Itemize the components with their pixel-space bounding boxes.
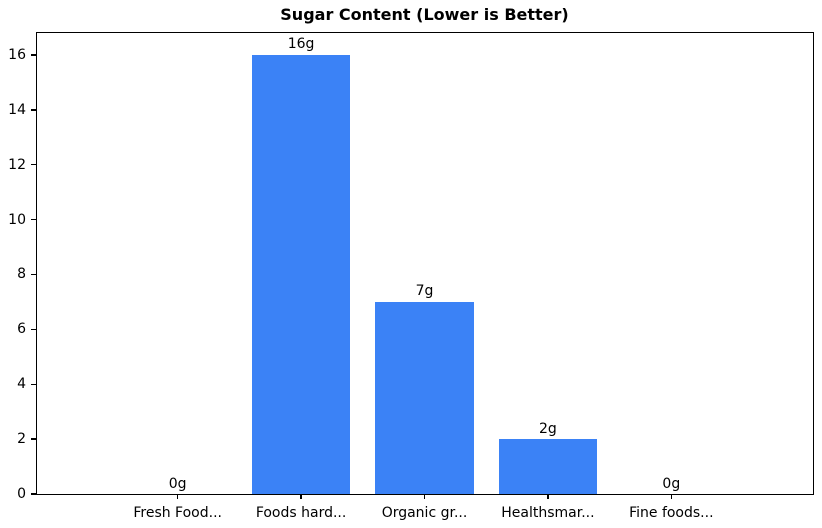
x-tick-mark <box>423 494 426 499</box>
x-tick-mark <box>300 494 302 499</box>
y-tick-mark <box>30 328 37 331</box>
bar <box>251 54 351 494</box>
y-tick-label: 12 <box>8 156 26 173</box>
chart-title: Sugar Content (Lower is Better) <box>280 5 569 24</box>
y-tick-label: 14 <box>8 101 26 118</box>
bar <box>498 439 598 494</box>
y-tick-mark <box>30 438 37 440</box>
y-tick-label: 10 <box>8 211 26 228</box>
x-tick-label: Healthsmar... <box>501 505 595 521</box>
x-tick-label: Fine foods... <box>629 505 714 521</box>
bar-value-label: 2g <box>539 420 557 437</box>
x-tick-label: Fresh Food... <box>133 505 222 521</box>
bar-value-label: 0g <box>168 475 187 492</box>
y-tick-mark <box>30 273 37 276</box>
x-tick-label: Foods hard... <box>255 505 347 521</box>
y-tick-mark <box>30 383 37 385</box>
y-tick-mark <box>30 493 37 495</box>
y-tick-mark <box>30 164 37 166</box>
x-tick-label: Organic gr... <box>381 505 468 521</box>
y-tick-label: 0 <box>17 486 26 502</box>
y-tick-label: 4 <box>17 376 26 393</box>
y-tick-label: 6 <box>17 321 26 338</box>
bar-value-label: 16g <box>287 36 315 53</box>
bar <box>375 301 474 494</box>
y-tick-label: 16 <box>8 46 26 63</box>
x-tick-mark <box>176 494 179 499</box>
y-tick-label: 2 <box>17 431 26 448</box>
y-tick-mark <box>30 54 37 56</box>
y-tick-label: 8 <box>17 266 26 283</box>
x-tick-mark <box>547 494 549 499</box>
x-tick-mark <box>670 494 672 499</box>
bar-value-label: 7g <box>415 283 434 300</box>
y-tick-mark <box>30 218 37 221</box>
y-tick-mark <box>30 109 37 111</box>
bar-value-label: 0g <box>662 475 681 492</box>
